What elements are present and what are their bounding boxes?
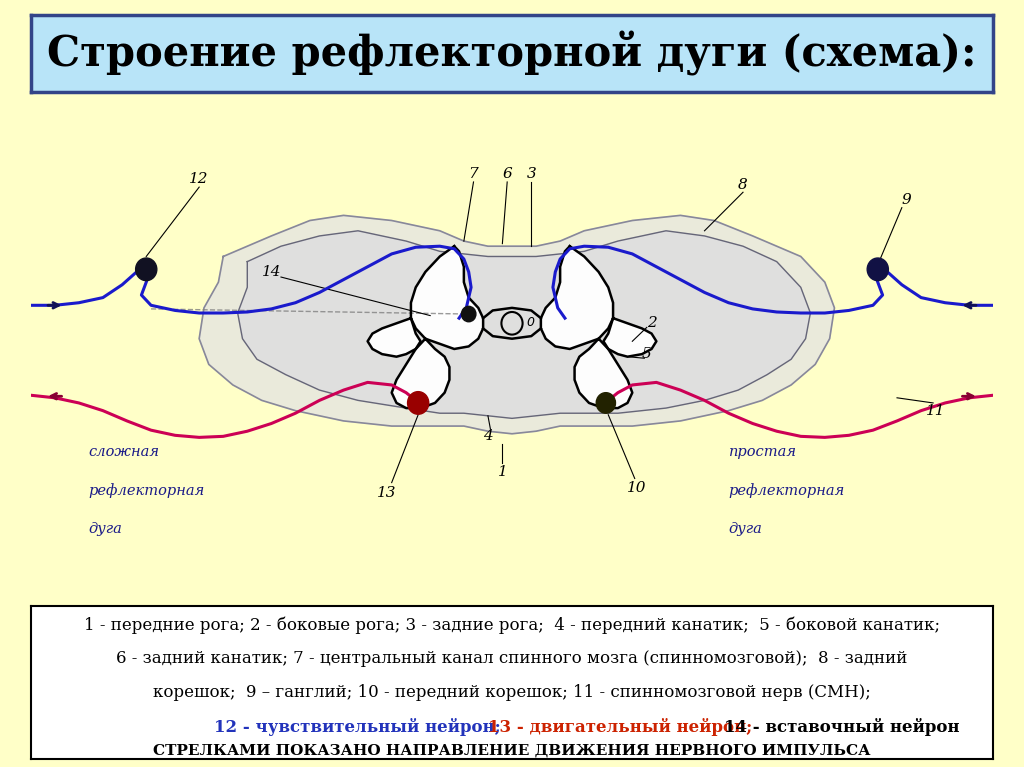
Text: 12 - чувствительный нейрон;: 12 - чувствительный нейрон;: [214, 718, 506, 736]
Polygon shape: [391, 339, 450, 408]
Text: 13: 13: [377, 486, 396, 500]
Circle shape: [135, 258, 157, 281]
Text: простая: простая: [729, 445, 797, 459]
Circle shape: [867, 258, 889, 281]
Circle shape: [408, 392, 429, 414]
Text: 13 - двигательный нейрон;: 13 - двигательный нейрон;: [487, 718, 758, 736]
Text: 3: 3: [526, 167, 537, 181]
Polygon shape: [541, 246, 613, 349]
Text: 4: 4: [483, 430, 493, 443]
Text: 1 - передние рога; 2 - боковые рога; 3 - задние рога;  4 - передний канатик;  5 : 1 - передние рога; 2 - боковые рога; 3 -…: [84, 617, 940, 634]
Text: 6 - задний канатик; 7 - центральный канал спинного мозга (спинномозговой);  8 - : 6 - задний канатик; 7 - центральный кана…: [117, 650, 907, 667]
Text: 14 - вставочный нейрон: 14 - вставочный нейрон: [724, 718, 959, 736]
Text: 2: 2: [647, 316, 656, 331]
Text: 1: 1: [498, 466, 507, 479]
Text: 5: 5: [642, 347, 651, 361]
Text: рефлекторная: рефлекторная: [88, 483, 205, 498]
Text: 7: 7: [469, 167, 478, 181]
Text: корешок;  9 – ганглий; 10 - передний корешок; 11 - спинномозговой нерв (СМН);: корешок; 9 – ганглий; 10 - передний коре…: [154, 684, 870, 701]
Circle shape: [596, 393, 615, 413]
Text: СТРЕЛКАМИ ПОКАЗАНО НАПРАВЛЕНИЕ ДВИЖЕНИЯ НЕРВНОГО ИМПУЛЬСА: СТРЕЛКАМИ ПОКАЗАНО НАПРАВЛЕНИЕ ДВИЖЕНИЯ …: [154, 744, 870, 758]
Polygon shape: [603, 318, 656, 357]
Polygon shape: [411, 246, 483, 349]
Circle shape: [462, 306, 476, 321]
Polygon shape: [368, 318, 421, 357]
Text: рефлекторная: рефлекторная: [729, 483, 845, 498]
Polygon shape: [238, 231, 810, 418]
Text: 0: 0: [526, 316, 535, 329]
Text: Строение рефлекторной дуги (схема):: Строение рефлекторной дуги (схема):: [47, 31, 977, 76]
Text: 10: 10: [628, 481, 647, 495]
Polygon shape: [199, 216, 835, 434]
Text: дуга: дуга: [729, 522, 763, 536]
Text: 6: 6: [503, 167, 512, 181]
Polygon shape: [574, 339, 633, 408]
Text: 11: 11: [926, 403, 945, 418]
Text: сложная: сложная: [88, 445, 160, 459]
Text: 12: 12: [189, 173, 209, 186]
Text: 9: 9: [902, 193, 911, 207]
Text: дуга: дуга: [88, 522, 122, 536]
Text: 14: 14: [261, 265, 282, 279]
Text: 8: 8: [738, 177, 748, 192]
